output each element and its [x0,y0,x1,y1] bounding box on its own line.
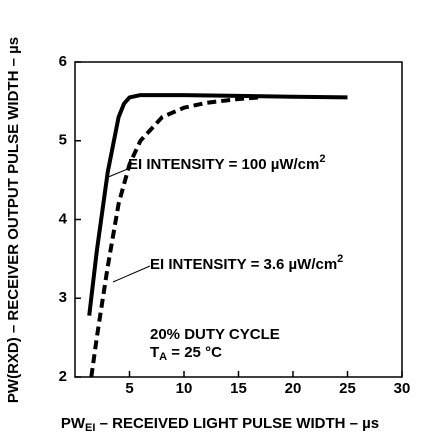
annotation-sup: 2 [337,253,343,265]
x-tick-label: 20 [285,380,302,397]
annotation-text: EI INTENSITY = 3.6 µW/cm [150,256,337,273]
annotation: EI INTENSITY = 3.6 µW/cm2 [150,253,343,273]
x-tick-label: 30 [394,380,411,397]
annotation: TA = 25 °C [150,344,222,363]
annotation-main: T [150,344,159,361]
y-axis-label: PW(RXD) – RECEIVER OUTPUT PULSE WIDTH – … [5,37,22,403]
y-tick-label: 2 [59,368,67,385]
x-tick-label: 25 [339,380,356,397]
x-tick-label: 10 [176,380,193,397]
annotation-rest: = 25 °C [167,344,222,361]
y-tick-label: 3 [59,289,67,306]
x-tick-label: 15 [230,380,247,397]
annotation-sub: A [159,351,167,363]
x-label-main: PW [61,415,86,432]
annotation-sup: 2 [319,153,325,165]
x-label-sub: EI [85,422,95,434]
y-tick-label: 6 [59,53,67,70]
x-tick-label: 5 [125,380,133,397]
leader-line [112,265,151,283]
x-axis-label: PWEI – RECEIVED LIGHT PULSE WIDTH – µs [61,415,379,434]
annotation-text: EI INTENSITY = 100 µW/cm [128,156,319,173]
data-line [89,95,261,378]
annotation: 20% DUTY CYCLE [150,326,280,343]
x-label-rest: – RECEIVED LIGHT PULSE WIDTH – µs [95,415,379,432]
y-tick-label: 5 [59,132,67,149]
y-tick-label: 4 [59,210,68,227]
data-line [87,93,348,316]
annotation: EI INTENSITY = 100 µW/cm2 [128,153,325,173]
